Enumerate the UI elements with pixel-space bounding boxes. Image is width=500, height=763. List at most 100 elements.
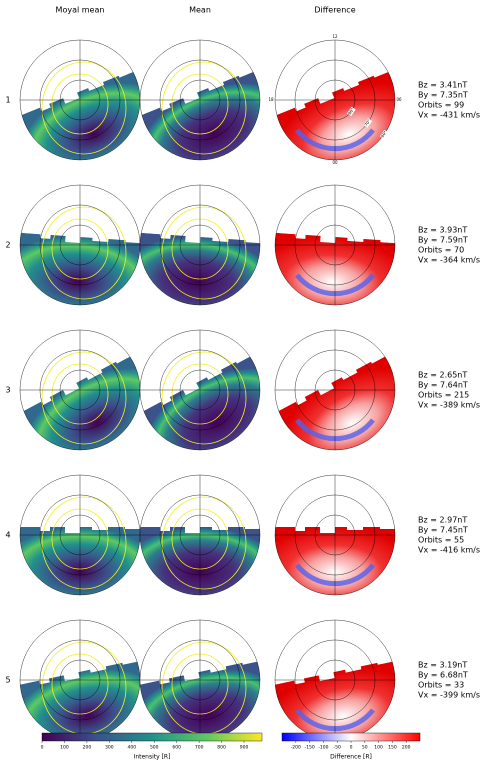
rotated <box>275 334 395 450</box>
data-region <box>20 51 140 160</box>
colorbar <box>281 732 421 742</box>
colorbar-tick-label: 500 <box>150 745 159 751</box>
data-region <box>140 51 260 160</box>
polar-plot <box>274 329 396 451</box>
parameter: By = 7.45nT <box>418 526 468 535</box>
column-title: Mean <box>189 6 211 15</box>
row-label: 1 <box>5 96 10 105</box>
colorbar-tick-label: 200 <box>83 745 92 751</box>
row-label: 5 <box>5 676 10 685</box>
polar-plot <box>274 474 396 596</box>
parameter: By = 7.59nT <box>418 236 468 245</box>
rotated <box>140 219 260 305</box>
intensity-fill <box>20 62 140 160</box>
data-region <box>140 219 260 305</box>
colorbar-tick-label: 300 <box>105 745 114 751</box>
colorbar-tick-label: 700 <box>195 745 204 751</box>
polar-plot <box>19 474 141 596</box>
polar-plot <box>274 619 396 741</box>
parameter: Bz = 3.41nT <box>418 81 467 90</box>
data-region <box>20 334 140 450</box>
parameter: Orbits = 70 <box>418 246 464 255</box>
ring-label-box <box>347 106 356 117</box>
column-title: Moyal mean <box>56 6 105 15</box>
polar-plot <box>19 329 141 451</box>
intensity-fill <box>20 655 140 740</box>
parameter: Vx = -364 km/s <box>418 256 480 265</box>
column-title: Difference <box>314 6 355 15</box>
colorbar-tick-label: -100 <box>318 745 328 751</box>
oval-boundary <box>161 61 247 155</box>
colorbar-tick-label: 200 <box>402 745 411 751</box>
rotated <box>20 51 140 160</box>
ring-label: 80° <box>347 107 355 116</box>
colorbar <box>41 732 263 742</box>
colorbar-tick-label: 600 <box>172 745 181 751</box>
intensity-fill <box>140 655 260 740</box>
oval-boundary <box>41 351 127 445</box>
data-region <box>20 219 140 305</box>
intensity-fill <box>140 345 260 450</box>
polar-plot <box>139 184 261 306</box>
ring-label-box <box>363 118 373 128</box>
ragged-edge <box>20 51 140 123</box>
parameter: Vx = -389 km/s <box>418 401 480 410</box>
polar-plot <box>274 184 396 306</box>
polar-plot <box>19 184 141 306</box>
mlt-label: 00 <box>332 160 338 165</box>
data-region <box>275 219 395 305</box>
ragged-edge <box>275 219 395 245</box>
colorbar-label: Intensity [R] <box>134 754 171 761</box>
colorbar-tick-label: 50 <box>362 745 368 751</box>
colorbar-tick-label: 800 <box>217 745 226 751</box>
polar-plot <box>139 329 261 451</box>
parameter: Orbits = 33 <box>418 681 464 690</box>
parameter: Bz = 3.19nT <box>418 661 467 670</box>
polar-plot <box>19 619 141 741</box>
parameter: By = 7.64nT <box>418 381 468 390</box>
mlt-label: 06 <box>396 97 402 102</box>
oval-boundary <box>41 206 127 300</box>
polar-plot <box>139 39 261 161</box>
ring-label-box <box>379 129 389 140</box>
intensity-fill <box>20 345 140 450</box>
colorbar-tick-label: 900 <box>240 745 249 751</box>
parameter: Bz = 3.93nT <box>418 226 467 235</box>
colorbar-tick-label: 0 <box>41 745 44 751</box>
colorbar-label: Difference [R] <box>330 754 372 761</box>
parameter: Orbits = 215 <box>418 391 469 400</box>
intensity-fill <box>275 655 395 740</box>
mlt-label: 18 <box>268 97 274 102</box>
colorbar-tick-label: 150 <box>388 745 397 751</box>
parameter: Orbits = 55 <box>418 536 464 545</box>
ragged-edge <box>140 219 260 245</box>
intensity-fill <box>140 231 260 305</box>
data-region <box>140 334 260 450</box>
colorbar-tick-label: 400 <box>127 745 136 751</box>
rotated <box>20 219 140 305</box>
rotated <box>275 643 395 740</box>
ragged-edge <box>140 643 260 689</box>
ragged-edge <box>275 51 395 123</box>
intensity-fill <box>20 231 140 305</box>
rotated <box>20 643 140 740</box>
parameter: Vx = -399 km/s <box>418 691 480 700</box>
oval-boundary <box>161 351 247 445</box>
ragged-edge <box>20 334 140 421</box>
ragged-edge <box>275 334 395 421</box>
mlt-label: 12 <box>332 34 338 39</box>
rotated <box>140 51 260 160</box>
ring-label: 60° <box>380 130 388 139</box>
parameter: Vx = -431 km/s <box>418 111 480 120</box>
oval-boundary <box>41 61 127 155</box>
intensity-fill <box>275 62 395 160</box>
rotated <box>140 334 260 450</box>
colorbar-tick-label: 0 <box>350 745 353 751</box>
rotated <box>275 51 395 160</box>
colorbar-tick-label: 100 <box>374 745 383 751</box>
polar-plot <box>139 474 261 596</box>
polar-plot <box>139 619 261 741</box>
parameter: Orbits = 99 <box>418 101 464 110</box>
polar-plot <box>19 39 141 161</box>
ragged-edge <box>140 51 260 123</box>
